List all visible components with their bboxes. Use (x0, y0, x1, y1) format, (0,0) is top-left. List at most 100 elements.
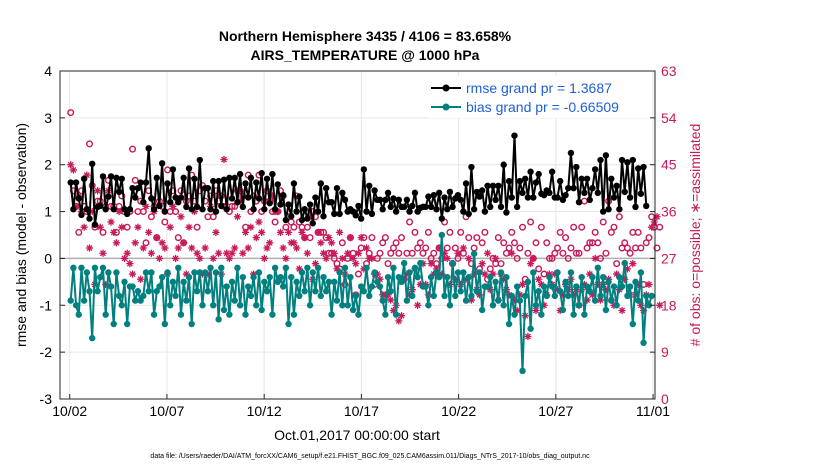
assimilated-obs-point (454, 249, 462, 257)
assimilated-obs-point (118, 223, 126, 231)
bias-point (341, 264, 349, 271)
bias-point (115, 292, 123, 300)
y-tick-label: -3 (40, 391, 53, 407)
assimilated-obs-point (69, 166, 77, 174)
bias-point (102, 311, 109, 318)
assimilated-obs-point (266, 239, 274, 247)
assimilated-obs-point (276, 228, 285, 236)
bias-point (231, 297, 238, 304)
rmse-point (583, 175, 591, 182)
possible-obs-point (338, 239, 346, 247)
assimilated-obs-point (510, 296, 519, 304)
bias-point (180, 278, 187, 286)
possible-obs-point (457, 228, 465, 236)
assimilated-obs-point (171, 254, 180, 263)
bias-point (263, 288, 271, 295)
possible-obs-point (553, 244, 561, 252)
bias-point (513, 283, 521, 290)
possible-obs-point (575, 249, 583, 257)
bias-point (193, 288, 201, 295)
bias-point (344, 302, 351, 309)
bias-point (161, 320, 169, 328)
bias-point (282, 264, 290, 271)
assimilated-obs-point (325, 234, 333, 242)
possible-obs-point (500, 239, 508, 247)
bias-point (589, 273, 596, 281)
rmse-point (457, 196, 464, 204)
assimilated-obs-point (618, 306, 626, 315)
possible-obs-point (443, 244, 451, 252)
rmse-point (78, 211, 85, 219)
data-file-footer: data file: /Users/raeder/DAI/ATM_forcXX/… (150, 453, 590, 460)
rmse-point (105, 193, 112, 200)
possible-obs-point (129, 145, 137, 153)
rmse-point (207, 206, 214, 213)
possible-obs-point (607, 228, 615, 236)
bias-point (298, 269, 306, 276)
assimilated-obs-point (96, 223, 104, 231)
possible-obs-point (392, 239, 400, 247)
rmse-point (156, 202, 163, 210)
bias-point (153, 288, 160, 295)
rmse-point (489, 182, 497, 189)
bias-point (570, 311, 577, 318)
assimilated-obs-point (225, 254, 233, 263)
bias-point (452, 292, 459, 300)
assimilated-obs-point (322, 254, 330, 263)
rmse-point (637, 190, 645, 197)
assimilated-obs-point (486, 286, 494, 294)
bias-point (516, 297, 524, 304)
rmse-point (86, 215, 93, 222)
rmse-point (427, 203, 435, 211)
bias-point (301, 288, 308, 295)
rmse-point (67, 179, 74, 186)
rmse-point (261, 206, 268, 213)
rmse-point (282, 216, 290, 224)
bias-point (234, 264, 241, 271)
possible-obs-point (465, 234, 473, 242)
possible-obs-point (196, 187, 204, 195)
assimilated-obs-point (137, 275, 145, 283)
rmse-point (331, 210, 338, 218)
rmse-point (594, 189, 602, 197)
bias-point (78, 264, 85, 271)
possible-obs-point (578, 223, 586, 231)
rmse-point (121, 206, 128, 213)
bias-point (322, 288, 330, 295)
possible-obs-point (527, 218, 535, 226)
assimilated-obs-point (182, 270, 190, 278)
rmse-point (608, 175, 615, 182)
possible-obs-point (236, 187, 244, 195)
rmse-point (470, 206, 478, 213)
assimilated-obs-point (314, 228, 322, 236)
assimilated-obs-point (80, 223, 88, 231)
bias-point (172, 292, 179, 300)
bias-point (554, 269, 561, 276)
assimilated-obs-point (462, 275, 470, 283)
rmse-point (132, 194, 139, 201)
rmse-point (559, 196, 567, 204)
assimilated-obs-point (489, 270, 497, 278)
bias-point (398, 278, 405, 286)
possible-obs-point (634, 228, 642, 236)
bias-point (508, 292, 515, 300)
possible-obs-point (408, 249, 416, 257)
y-axis-right-label: # of obs: o=possible; ∗=assimilated (687, 124, 703, 347)
rmse-point (134, 184, 142, 192)
bias-point (269, 311, 276, 318)
possible-obs-point (548, 254, 556, 262)
assimilated-obs-point (252, 234, 260, 242)
assimilated-obs-point (180, 239, 188, 247)
assimilated-obs-point (362, 244, 371, 252)
rmse-point (80, 175, 88, 182)
possible-obs-point (637, 244, 645, 252)
rmse-point (621, 188, 628, 196)
rmse-point (177, 194, 185, 201)
bias-point (411, 264, 419, 271)
assimilated-obs-point (354, 249, 363, 257)
assimilated-obs-point (174, 244, 182, 252)
bias-point (637, 269, 645, 276)
assimilated-obs-point (384, 291, 392, 299)
rmse-point (169, 166, 177, 173)
possible-obs-point (513, 254, 521, 262)
